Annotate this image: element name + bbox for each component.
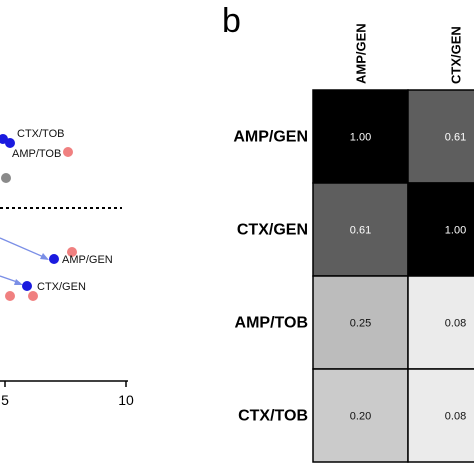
heatmap-cell-value: 0.20: [350, 411, 371, 423]
heatmap-cell: [407, 275, 474, 370]
x-tick-label-5: 5: [1, 392, 9, 408]
point-gray: [1, 173, 11, 183]
heatmap-cell: [312, 368, 409, 463]
point-ctx-gen: [22, 281, 32, 291]
arrow-head-ctx-gen: [14, 279, 23, 285]
heatmap-cell-value: 0.25: [350, 318, 371, 330]
label-ctx-gen: CTX/GEN: [37, 281, 86, 293]
heatmap-grid: 1.00 0.61 0.61 1.00 0.25 0.08 0.20 0.08: [312, 89, 474, 463]
heatmap-row-label: CTX/TOB: [238, 408, 308, 425]
label-amp-tob: AMP/TOB: [12, 148, 61, 160]
label-amp-gen: AMP/GEN: [62, 254, 113, 266]
arrow-amp-gen: [0, 237, 47, 259]
heatmap-row-label: AMP/GEN: [233, 129, 308, 146]
heatmap-cell-value: 0.61: [350, 225, 371, 237]
point-amp-gen: [49, 254, 59, 264]
heatmap-column-label: CTX/GEN: [449, 26, 464, 84]
pink-point: [67, 247, 77, 257]
heatmap-cell-value: 0.08: [445, 411, 466, 423]
heatmap-row-label: AMP/TOB: [235, 315, 308, 332]
panel-label-b: b: [222, 2, 241, 40]
heatmap-column-label: AMP/GEN: [354, 23, 369, 84]
x-tick-label-10: 10: [118, 392, 134, 408]
heatmap-cell-value: 1.00: [350, 132, 371, 144]
scatter-panel: 5 10 CTX/TOB AMP/TOB AMP/GEN CTX/GEN: [0, 128, 134, 408]
point-amp-tob: [5, 138, 15, 148]
heatmap-cell: [312, 182, 409, 277]
arrow-head-amp-gen: [40, 253, 49, 260]
heatmap-cell-value: 1.00: [445, 225, 466, 237]
pink-point: [5, 291, 15, 301]
label-ctx-tob: CTX/TOB: [17, 128, 64, 140]
heatmap-row-label: CTX/GEN: [237, 222, 308, 239]
heatmap-cell-value: 0.61: [445, 132, 466, 144]
heatmap-panel: b 1.00 0.61 0.61 1.00 0.25 0.08 0.20 0.08 AMP/G…: [222, 2, 474, 463]
heatmap-cell-value: 0.08: [445, 318, 466, 330]
heatmap-row-labels: AMP/GEN CTX/GEN AMP/TOB CTX/TOB: [233, 129, 308, 425]
pink-point: [63, 147, 73, 157]
heatmap-cell: [407, 89, 474, 184]
pink-point: [28, 291, 38, 301]
heatmap-column-labels: AMP/GEN CTX/GEN: [354, 23, 464, 84]
heatmap-cell: [407, 368, 474, 463]
